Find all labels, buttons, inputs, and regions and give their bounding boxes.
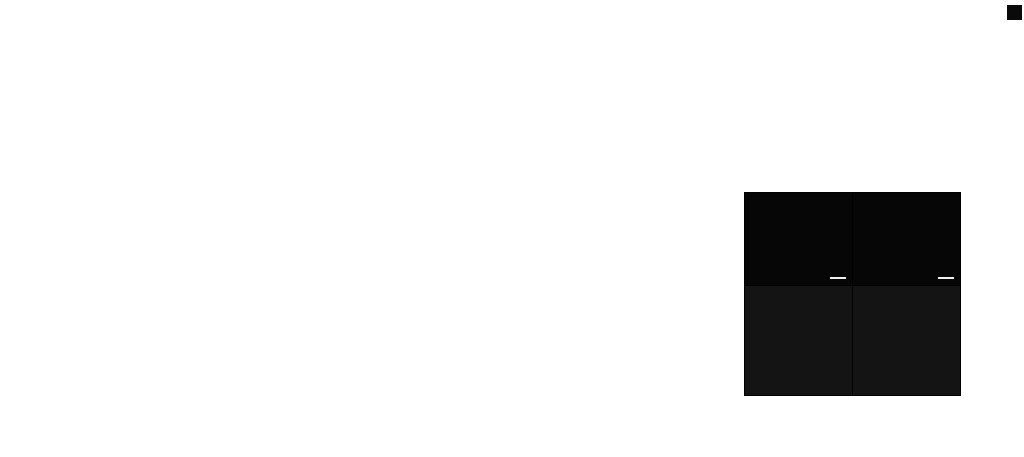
gfp-image <box>744 192 853 286</box>
alignment-plot <box>588 2 1024 168</box>
scale-bar <box>938 277 954 279</box>
upset-plot <box>18 4 354 144</box>
heatmap-plot <box>18 142 358 457</box>
merge-image <box>852 285 961 396</box>
corner-mark <box>1007 5 1022 20</box>
expression-bar-chart <box>352 2 590 176</box>
nuclear-marker-image <box>852 192 961 286</box>
scale-bar <box>830 277 846 279</box>
phylogeny-motif-plot <box>352 168 700 457</box>
bright-image <box>744 285 853 396</box>
